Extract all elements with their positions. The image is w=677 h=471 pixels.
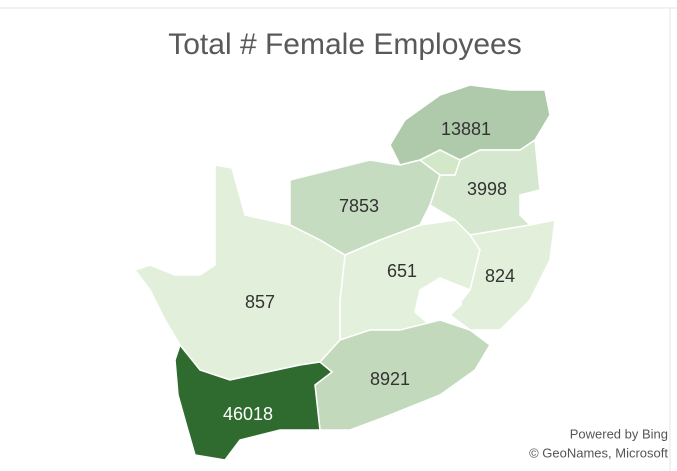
labels: 13881 3998 7853 651 824 857 8921 46018 [223, 119, 515, 424]
data-label: 7853 [339, 196, 379, 216]
data-label: 8921 [370, 369, 410, 389]
data-label: 13881 [441, 119, 491, 139]
data-label: 3998 [467, 179, 507, 199]
data-label: 857 [245, 292, 275, 312]
data-label: 651 [387, 261, 417, 281]
data-label: 824 [485, 266, 515, 286]
data-label: 46018 [223, 404, 273, 424]
unlabeled-region [418, 149, 461, 176]
attribution: Powered by Bing [570, 426, 668, 441]
chart-title: Total # Female Employees [168, 28, 522, 61]
attribution: © GeoNames, Microsoft [529, 445, 668, 460]
region [174, 343, 334, 461]
regions [133, 84, 556, 461]
enclave [520, 192, 545, 220]
enclave [425, 278, 462, 318]
